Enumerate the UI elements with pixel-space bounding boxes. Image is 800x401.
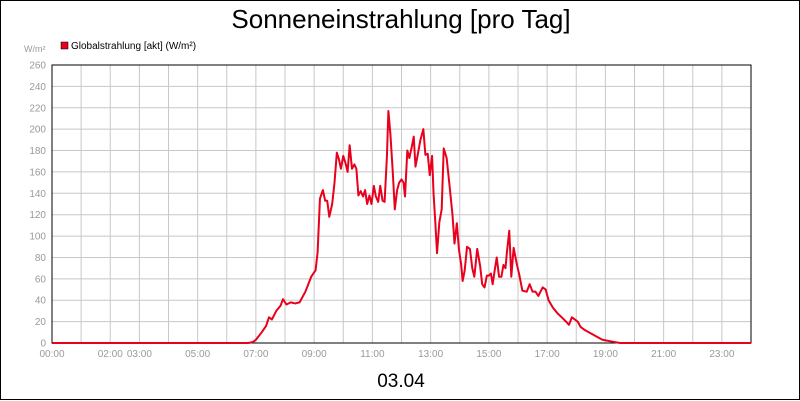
y-tick-label: 160 [29, 167, 46, 178]
y-tick-label: 80 [35, 253, 47, 264]
x-tick-label: 03:00 [127, 349, 152, 360]
y-tick-label: 120 [29, 210, 46, 221]
x-tick-label: 17:00 [535, 349, 560, 360]
x-tick-label: 13:00 [418, 349, 443, 360]
y-tick-label: 140 [29, 189, 46, 200]
date-label: 03.04 [377, 371, 425, 392]
x-tick-label: 02:00 [98, 349, 123, 360]
legend-label: Globalstrahlung [akt] (W/m²) [71, 41, 196, 52]
y-tick-label: 260 [29, 61, 46, 72]
x-tick-label: 19:00 [593, 349, 618, 360]
legend-swatch [60, 41, 69, 50]
x-tick-label: 09:00 [302, 349, 327, 360]
y-tick-label: 60 [35, 274, 47, 285]
y-axis-unit: W/m² [24, 44, 46, 54]
y-tick-label: 220 [29, 103, 46, 114]
y-tick-label: 200 [29, 125, 46, 136]
x-tick-label: 11:00 [360, 349, 385, 360]
grid-lines [52, 65, 751, 343]
y-tick-label: 240 [29, 82, 46, 93]
y-axis-ticks: 0 20 40 60 80 100 120 140 160 180 200 220 240 260 [29, 61, 46, 350]
x-tick-label: 05:00 [185, 349, 210, 360]
chart-title: Sonneneinstrahlung [pro Tag] [231, 4, 570, 34]
series-layer [52, 109, 751, 344]
x-tick-label: 21:00 [651, 349, 676, 360]
y-tick-label: 40 [35, 296, 47, 307]
x-tick-label: 00:00 [39, 349, 64, 360]
x-tick-label: 23:00 [709, 349, 734, 360]
y-tick-label: 20 [35, 317, 47, 328]
x-tick-label: 07:00 [243, 349, 268, 360]
y-tick-label: 100 [29, 232, 46, 243]
y-tick-label: 0 [40, 339, 46, 350]
series-line-0 [52, 109, 751, 344]
x-tick-label: 15:00 [476, 349, 501, 360]
y-tick-label: 180 [29, 146, 46, 157]
x-axis-ticks: 00:00 02:00 03:00 05:00 07:00 09:00 11:00 13:00… [39, 349, 734, 360]
plot-area-border [51, 64, 752, 344]
